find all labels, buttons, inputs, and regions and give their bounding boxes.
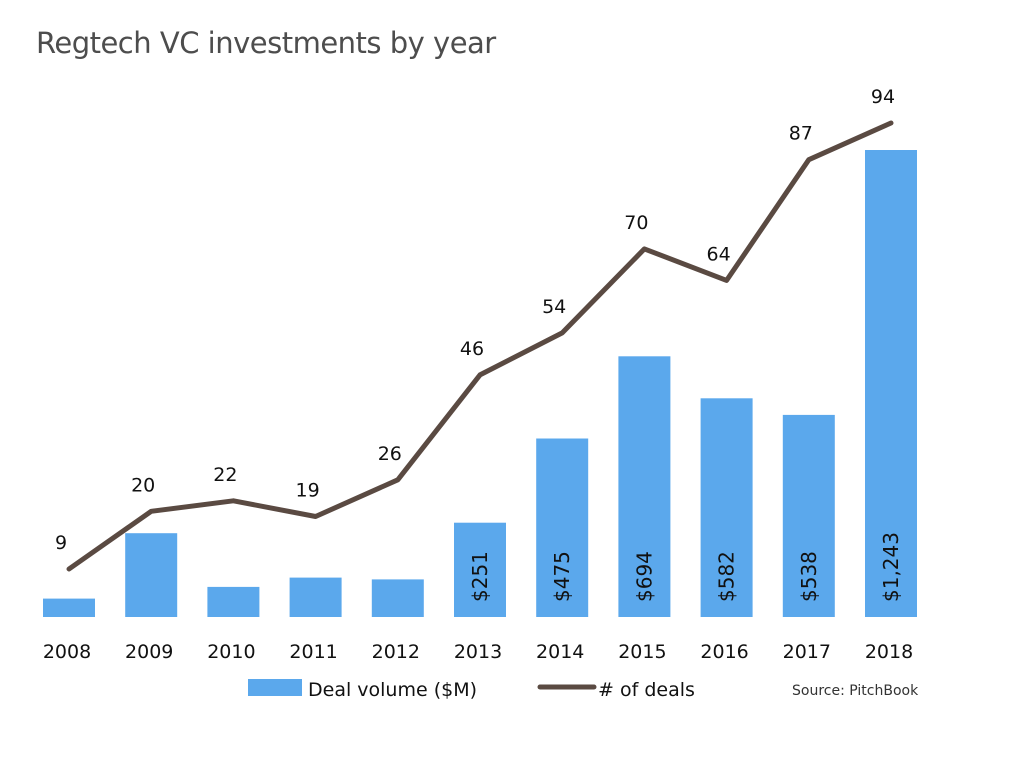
bar-2018 [865, 150, 917, 617]
line-label-2010: 22 [213, 464, 237, 486]
x-tick-2013: 2013 [454, 641, 502, 663]
bar-2008 [43, 598, 95, 617]
bar-series [43, 150, 917, 617]
legend: Deal volume ($M) # of deals [248, 679, 695, 701]
line-label-2016: 64 [707, 243, 731, 265]
line-label-2012: 26 [378, 443, 402, 465]
legend-swatch-deal-volume [248, 679, 302, 696]
line-label-2017: 87 [789, 123, 813, 145]
bar-label-2015: $694 [632, 551, 656, 602]
x-tick-2014: 2014 [536, 641, 584, 663]
bar-2017 [782, 414, 835, 617]
deals-line [66, 120, 894, 572]
line-label-2014: 54 [542, 296, 566, 318]
x-tick-2011: 2011 [289, 641, 337, 663]
line-label-2009: 20 [131, 474, 155, 496]
x-tick-2009: 2009 [125, 641, 173, 663]
chart-title: Regtech VC investments by year [36, 26, 496, 60]
bar-label-2016: $582 [715, 551, 739, 602]
bar-2012 [371, 579, 424, 617]
x-tick-2008: 2008 [43, 641, 91, 663]
bar-value-labels: $251 $475 $694 $582 $538 $1,243 [468, 532, 903, 602]
bar-label-2017: $538 [797, 551, 821, 602]
x-tick-2012: 2012 [372, 641, 420, 663]
bar-2014 [536, 438, 589, 617]
line-label-2013: 46 [460, 338, 484, 360]
bar-label-2013: $251 [468, 551, 492, 602]
x-tick-2010: 2010 [207, 641, 255, 663]
line-series [66, 120, 894, 572]
bar-2015 [618, 356, 671, 617]
bar-2010 [207, 586, 260, 617]
bar-2009 [125, 533, 178, 617]
x-tick-2017: 2017 [783, 641, 831, 663]
bar-label-2014: $475 [550, 551, 574, 602]
bar-2011 [289, 577, 342, 617]
x-tick-2018: 2018 [865, 641, 913, 663]
line-label-2008: 9 [55, 532, 67, 554]
bar-2016 [700, 398, 753, 617]
line-label-2011: 19 [296, 480, 320, 502]
line-label-2018: 94 [871, 86, 895, 108]
bar-2013 [454, 522, 506, 617]
line-label-2015: 70 [624, 212, 648, 234]
x-axis-tick-labels: 2008 2009 2010 2011 2012 2013 2014 2015 2016 2017… [43, 641, 913, 663]
source-note: Source: PitchBook [792, 683, 919, 699]
legend-label-deals: # of deals [598, 679, 695, 701]
line-value-labels: 9 20 22 19 26 46 54 70 64 87 94 [55, 86, 895, 554]
x-tick-2015: 2015 [618, 641, 666, 663]
x-tick-2016: 2016 [700, 641, 748, 663]
legend-label-deal-volume: Deal volume ($M) [308, 679, 477, 701]
bar-label-2018: $1,243 [879, 532, 903, 602]
